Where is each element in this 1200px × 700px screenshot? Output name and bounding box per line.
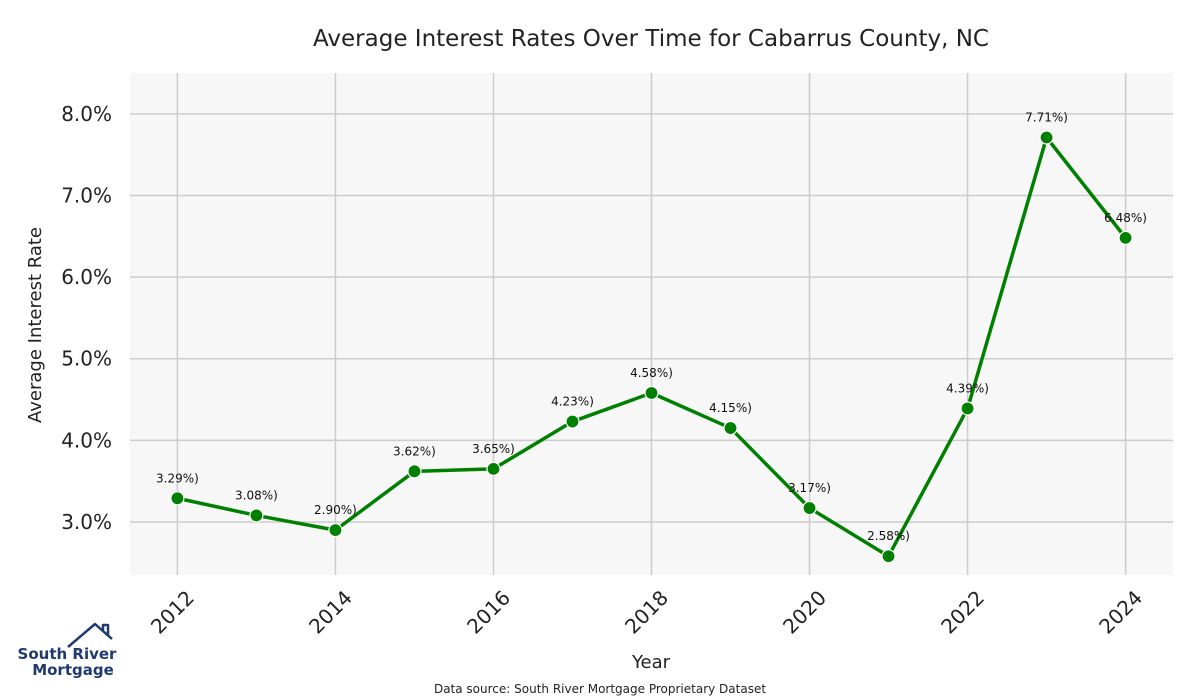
data-point: [960, 401, 975, 416]
x-tick-label: 2012: [146, 586, 199, 639]
data-labels: 3.29%) 3.08%) 2.90%) 3.62%) 3.65%) 4.23%) 4.58…: [156, 110, 1147, 543]
x-tick-label: 2022: [936, 586, 989, 639]
data-point: [644, 385, 659, 401]
y-tick-label: 4.0%: [61, 428, 112, 452]
x-tick-label: 2014: [304, 586, 357, 639]
data-label: 3.62%): [393, 444, 436, 458]
data-label: 3.08%): [235, 488, 278, 502]
data-label: 2.58%): [867, 529, 910, 543]
data-point: [723, 420, 738, 436]
y-tick-label: 6.0%: [61, 265, 112, 289]
x-axis-label: Year: [631, 652, 671, 673]
data-label: 3.65%): [472, 442, 515, 456]
data-point: [1039, 130, 1054, 145]
logo-line-2: Mortgage: [32, 661, 114, 679]
y-tick-label: 7.0%: [61, 183, 112, 207]
y-tick-label: 8.0%: [61, 102, 112, 126]
data-point: [802, 500, 817, 516]
data-point: [170, 491, 185, 506]
x-tick-label: 2018: [620, 586, 673, 639]
data-source-note: Data source: South River Mortgage Propri…: [434, 682, 766, 696]
data-label: 7.71%): [1025, 110, 1068, 124]
data-point: [565, 414, 580, 429]
y-tick-label: 3.0%: [61, 510, 112, 534]
company-logo: South River Mortgage: [18, 622, 118, 679]
data-label: 4.15%): [709, 401, 752, 415]
x-tick-label: 2024: [1094, 586, 1147, 639]
y-tick-labels: 3.0% 4.0% 5.0% 6.0% 7.0% 8.0%: [61, 102, 112, 534]
data-point: [407, 464, 422, 479]
data-point: [1118, 230, 1133, 245]
data-label: 4.58%): [630, 366, 673, 380]
data-label: 6.48%): [1104, 211, 1147, 225]
data-label: 4.23%): [551, 395, 594, 409]
x-tick-label: 2020: [778, 586, 831, 639]
data-label: 3.17%): [788, 481, 831, 495]
x-tick-label: 2016: [462, 586, 515, 639]
house-roof-icon: [67, 622, 113, 648]
y-axis-label: Average Interest Rate: [25, 227, 46, 423]
logo-line-1: South River: [18, 645, 118, 663]
data-label: 2.90%): [314, 503, 357, 517]
x-tick-labels: 2012 2014 2016 2018 2020 2022 2024: [146, 586, 1147, 639]
data-label: 3.29%): [156, 471, 199, 485]
chart-title: Average Interest Rates Over Time for Cab…: [313, 26, 989, 52]
data-point: [249, 508, 264, 523]
series-group: [170, 130, 1133, 564]
y-tick-label: 5.0%: [61, 347, 112, 371]
data-point: [881, 549, 896, 564]
data-point: [486, 461, 501, 476]
data-label: 4.39%): [946, 381, 989, 395]
data-point: [328, 523, 343, 538]
